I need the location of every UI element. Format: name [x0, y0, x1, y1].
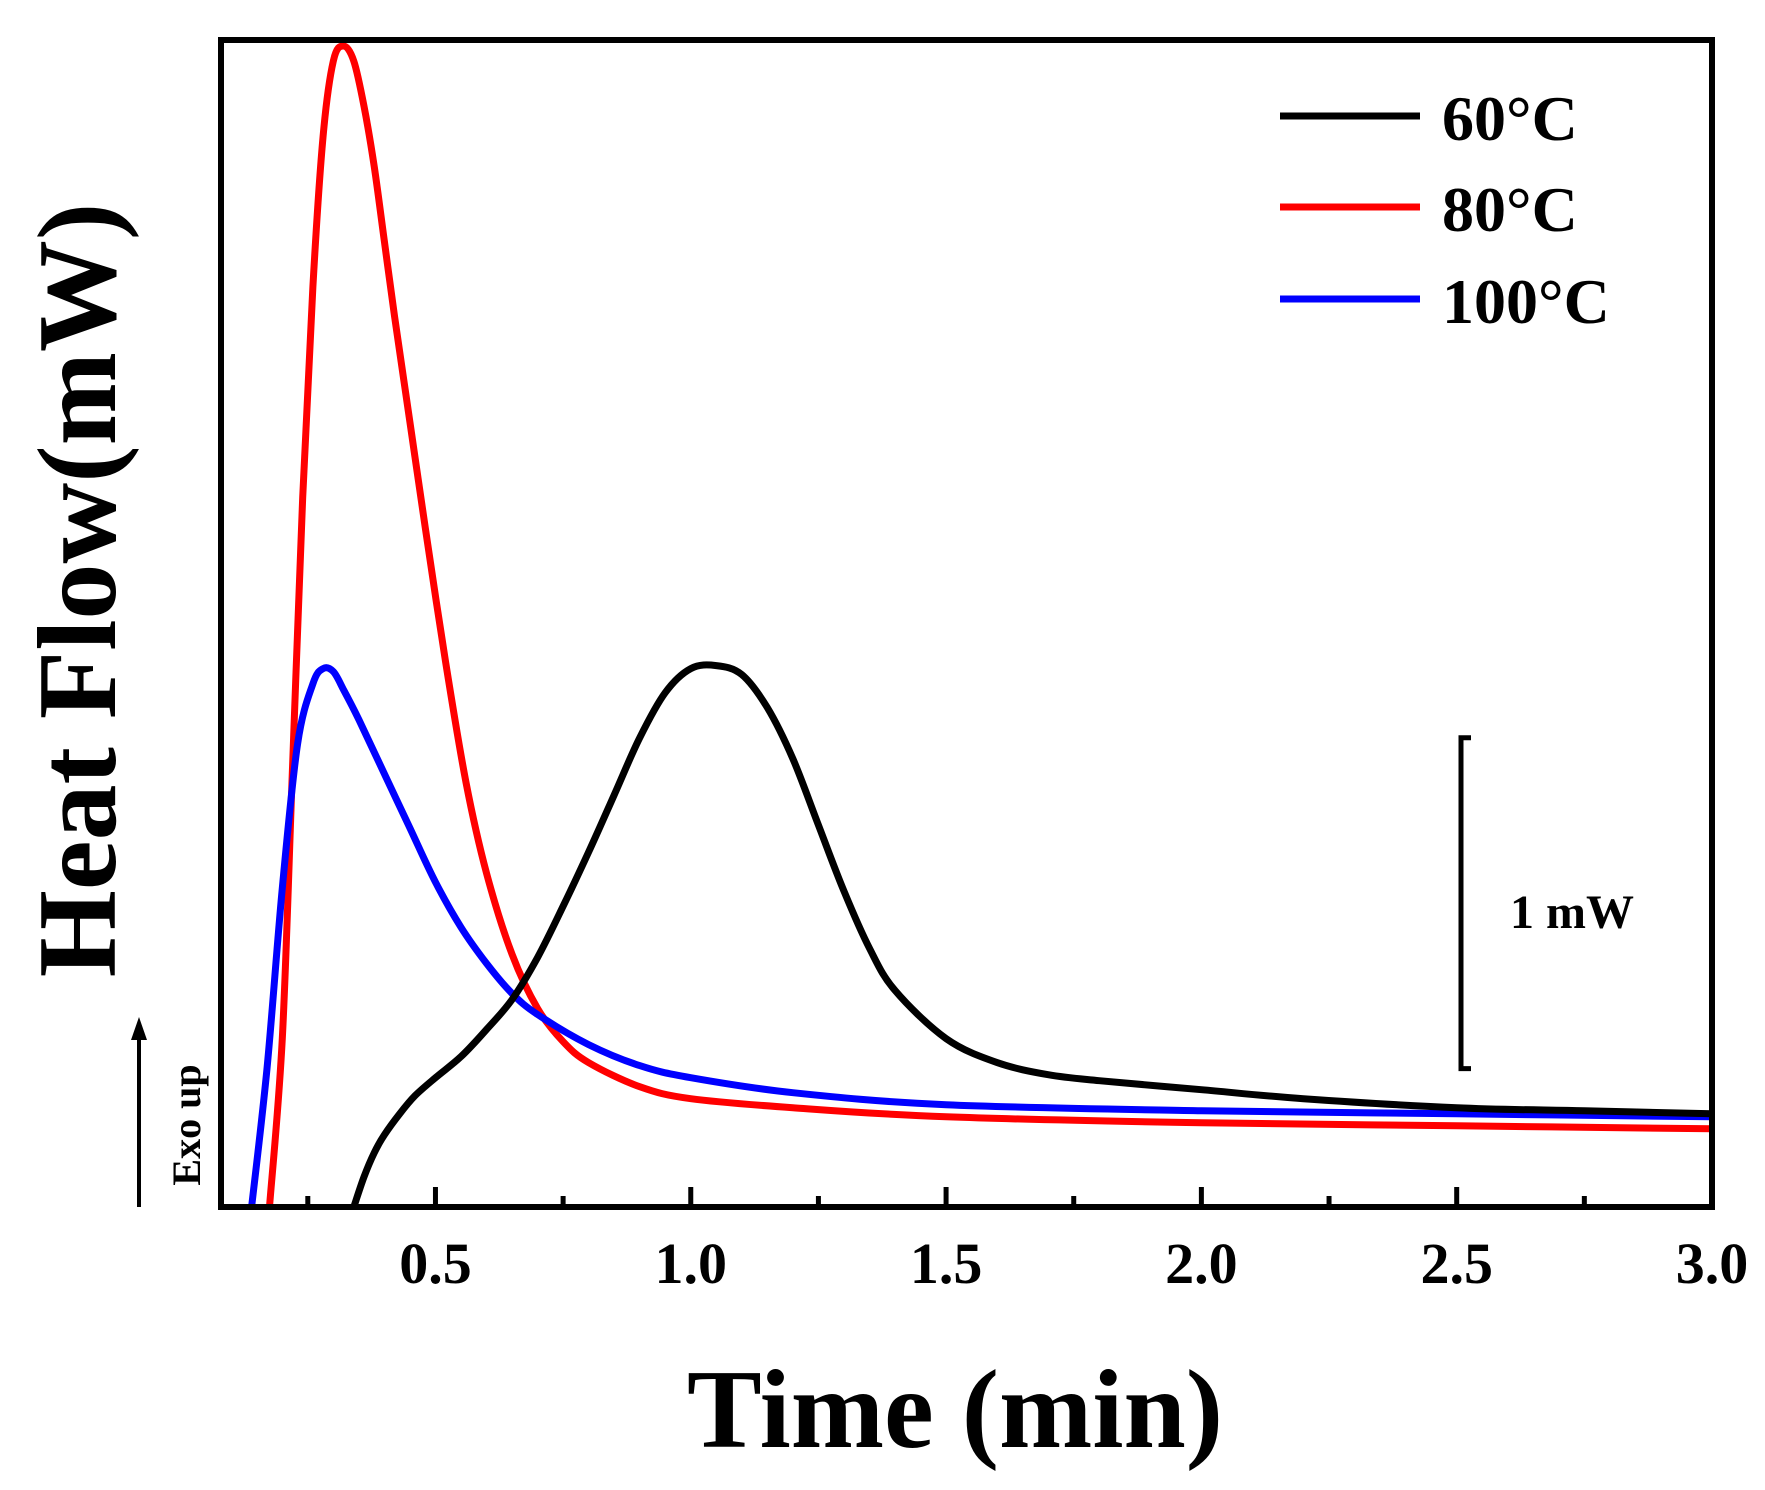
exo-label: Exo up	[164, 1064, 209, 1185]
y-axis-title: Heat Flow(mW)	[16, 203, 140, 977]
legend-item: 60°C	[1280, 83, 1578, 154]
exo-arrow-head-icon	[131, 1017, 147, 1040]
scale-bar-label: 1 mW	[1510, 886, 1634, 939]
scale-bar-line	[1458, 735, 1471, 1072]
x-tick-label: 2.5	[1420, 1231, 1493, 1296]
series-lines	[248, 42, 1712, 1207]
x-tick-label: 2.0	[1165, 1231, 1238, 1296]
exo-indicator: Exo up	[131, 1017, 209, 1207]
legend: 60°C 80°C 100°C	[1280, 83, 1610, 337]
series-line-100c	[248, 664, 1712, 1207]
scale-bar: 1 mW	[1458, 735, 1634, 1072]
legend-label: 60°C	[1442, 83, 1578, 154]
x-tick-label: 1.5	[910, 1231, 983, 1296]
legend-label: 80°C	[1442, 174, 1578, 245]
series-line-80c	[266, 42, 1712, 1207]
legend-label: 100°C	[1442, 266, 1610, 337]
plot-frame	[218, 37, 1715, 1210]
x-tick-label: 3.0	[1676, 1231, 1749, 1296]
legend-item: 80°C	[1280, 174, 1578, 245]
legend-item: 100°C	[1280, 266, 1610, 337]
x-tick-label: 1.0	[655, 1231, 728, 1296]
x-tick-label: 0.5	[399, 1231, 472, 1296]
x-axis-title: Time (min)	[687, 1348, 1223, 1472]
x-ticks: 0.5 1.0 1.5 2.0 2.5 3.0	[305, 1187, 1749, 1296]
series-line-60c	[350, 661, 1712, 1207]
